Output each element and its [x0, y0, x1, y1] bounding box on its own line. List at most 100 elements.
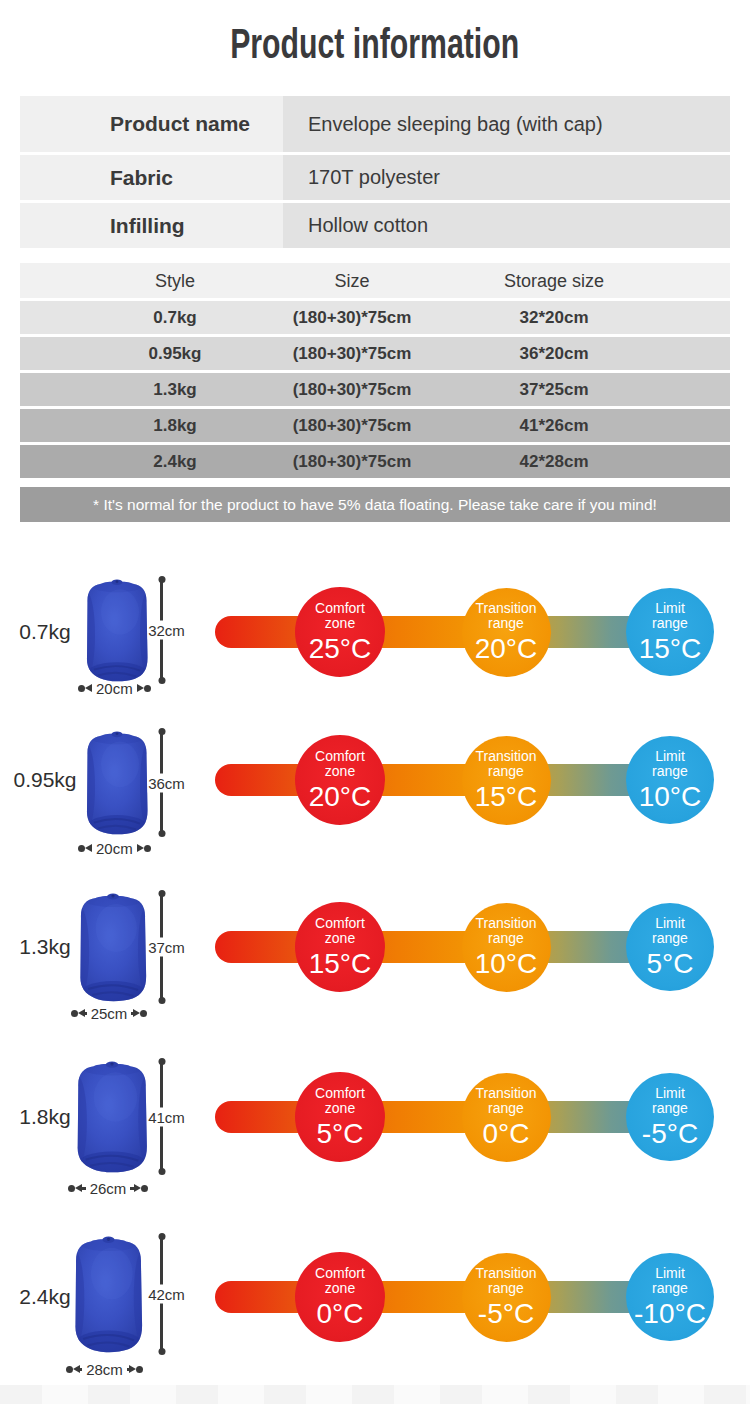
zone-label-line1: Transition: [476, 601, 537, 616]
zone-label-line2: zone: [325, 1281, 355, 1296]
size-table-header-cell: Storage size: [504, 270, 604, 291]
temperature-bar: [215, 1281, 692, 1313]
limit-range-badge: Limitrange 5°C: [626, 903, 714, 991]
zone-label-line1: Limit: [655, 1086, 685, 1101]
zone-label-line1: Limit: [655, 1266, 685, 1281]
comfort-zone-badge: Comfortzone5°C: [295, 1072, 385, 1162]
zone-label-line1: Comfort: [315, 1266, 365, 1281]
zone-label-line2: range: [488, 616, 524, 631]
temperature-bar: [215, 931, 692, 963]
size-table-row: 2.4kg(180+30)*75cm42*28cm: [20, 445, 730, 478]
zone-temperature: -5°C: [478, 1298, 534, 1329]
size-table-header-cell: Style: [155, 270, 195, 291]
width-dimension: 20cm: [78, 679, 148, 697]
size-table-row: 1.3kg(180+30)*75cm37*25cm: [20, 373, 730, 406]
limit-range-badge: Limitrange -10°C: [626, 1253, 714, 1341]
zone-label-line2: range: [652, 931, 688, 946]
weight-label: 0.95kg: [0, 767, 90, 793]
zone-temperature: 15°C: [639, 633, 702, 664]
zone-label-line1: Limit: [655, 916, 685, 931]
width-dimension-label: 28cm: [82, 1361, 127, 1378]
page: Product information Product nameEnvelope…: [0, 0, 750, 1404]
zone-label-line2: range: [488, 1281, 524, 1296]
transition-range-badge: Transitionrange15°C: [462, 736, 551, 825]
size-table-header-cell: Size: [334, 270, 369, 291]
zone-label-line2: zone: [325, 764, 355, 779]
zone-temperature: -10°C: [634, 1298, 706, 1329]
zone-label-line1: Transition: [476, 1086, 537, 1101]
height-dimension: 42cm: [160, 1235, 163, 1353]
weight-label: 0.7kg: [0, 619, 90, 645]
footer-strip: [0, 1385, 750, 1404]
zone-label-line2: range: [488, 1101, 524, 1116]
zone-label-line1: Transition: [476, 749, 537, 764]
comfort-zone-badge: Comfortzone 0°C: [295, 1252, 385, 1342]
transition-range-badge: Transitionrange 20°C: [462, 588, 551, 677]
info-table-row: InfillingHollow cotton: [20, 203, 730, 248]
width-dimension-label: 20cm: [92, 680, 137, 697]
zone-temperature: 0°C: [317, 1298, 364, 1329]
size-table-row: 0.7kg(180+30)*75cm32*20cm: [20, 301, 730, 334]
zone-temperature: 0°C: [483, 1118, 530, 1149]
zone-temperature: 5°C: [317, 1118, 364, 1149]
height-dimension-label: 41cm: [147, 1107, 186, 1126]
temperature-bar: [215, 616, 692, 648]
zone-label-line2: range: [652, 1281, 688, 1296]
size-table-cell: 32*20cm: [519, 308, 588, 328]
transition-range-badge: Transitionrange 0°C: [462, 1073, 551, 1162]
zone-temperature: 20°C: [309, 781, 372, 812]
sleeping-bag-image: [72, 1060, 152, 1173]
size-table-row: 0.95kg(180+30)*75cm36*20cm: [20, 337, 730, 370]
zone-temperature: 25°C: [309, 633, 372, 664]
page-title: Product information: [0, 20, 750, 68]
zone-label-line1: Comfort: [315, 916, 365, 931]
comfort-zone-badge: Comfortzone 20°C: [295, 735, 385, 825]
zone-label-line2: range: [652, 764, 688, 779]
zone-label-line2: range: [652, 616, 688, 631]
info-table: Product nameEnvelope sleeping bag (with …: [20, 96, 730, 251]
zone-label-line2: zone: [325, 616, 355, 631]
size-table-cell: (180+30)*75cm: [293, 308, 412, 328]
height-dimension: 41cm: [160, 1060, 163, 1173]
width-dimension: 25cm: [71, 1004, 147, 1022]
zone-label-line1: Comfort: [315, 1086, 365, 1101]
info-value: Envelope sleeping bag (with cap): [283, 96, 730, 152]
temperature-bar: [215, 764, 692, 796]
note-banner: * It's normal for the product to have 5%…: [20, 487, 730, 522]
zone-label-line2: zone: [325, 931, 355, 946]
transition-range-badge: Transitionrange-5°C: [462, 1253, 551, 1342]
zone-temperature: 10°C: [639, 781, 702, 812]
info-label: Fabric: [20, 155, 283, 200]
zone-label-line1: Limit: [655, 749, 685, 764]
height-dimension-label: 32cm: [147, 621, 186, 640]
zone-temperature: 15°C: [475, 781, 538, 812]
limit-range-badge: Limitrange15°C: [626, 588, 714, 676]
zone-label-line2: range: [488, 931, 524, 946]
height-dimension-label: 37cm: [147, 938, 186, 957]
info-value: Hollow cotton: [283, 203, 730, 248]
size-table-cell: (180+30)*75cm: [293, 452, 412, 472]
info-table-row: Fabric170T polyester: [20, 155, 730, 200]
zone-label-line2: range: [652, 1101, 688, 1116]
width-dimension: 28cm: [66, 1360, 143, 1378]
zone-temperature: 5°C: [647, 948, 694, 979]
size-table-cell: (180+30)*75cm: [293, 416, 412, 436]
info-label: Product name: [20, 96, 283, 152]
zone-label-line1: Comfort: [315, 601, 365, 616]
size-table-cell: 0.95kg: [149, 344, 202, 364]
height-dimension-label: 36cm: [147, 773, 186, 792]
size-table-cell: 1.8kg: [153, 416, 196, 436]
sleeping-bag-image: [82, 578, 152, 682]
width-dimension-label: 26cm: [86, 1180, 131, 1197]
limit-range-badge: Limitrange-5°C: [626, 1073, 714, 1161]
zone-temperature: 10°C: [475, 948, 538, 979]
zone-temperature: 15°C: [309, 948, 372, 979]
height-dimension-label: 42cm: [147, 1285, 186, 1304]
sleeping-bag-image: [70, 1235, 147, 1353]
zone-temperature: 20°C: [475, 633, 538, 664]
zone-label-line1: Comfort: [315, 749, 365, 764]
size-table-cell: (180+30)*75cm: [293, 380, 412, 400]
comfort-zone-badge: Comfortzone 25°C: [295, 587, 385, 677]
size-table-header: Style Size Storage size: [20, 263, 730, 298]
width-dimension-label: 20cm: [92, 840, 137, 857]
